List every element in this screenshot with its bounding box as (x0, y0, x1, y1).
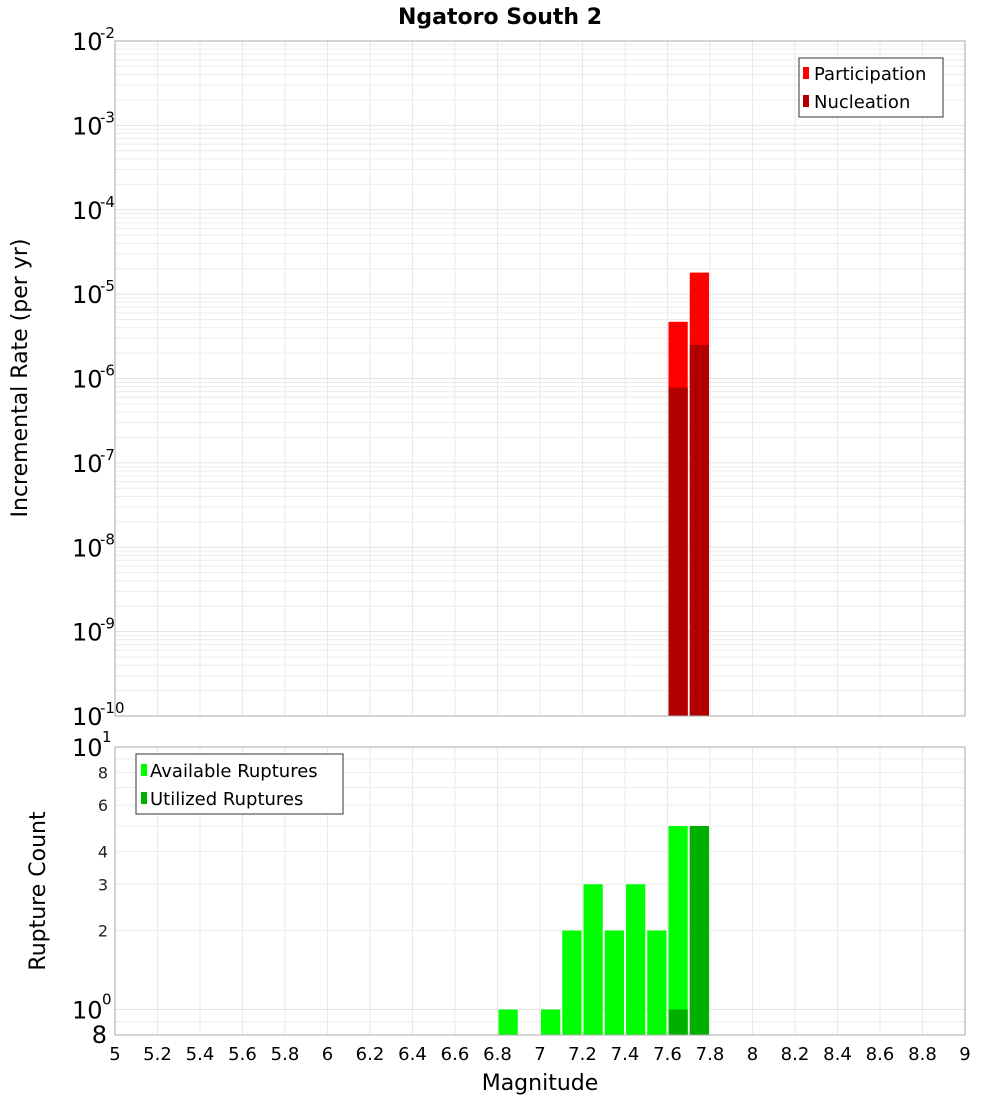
x-tick-label: 7.8 (696, 1044, 725, 1065)
bar (689, 344, 709, 716)
bar (668, 387, 688, 716)
nucleation-swatch-icon (803, 95, 809, 107)
y-tick-label: 10 (72, 619, 103, 647)
utilized-swatch-icon (141, 792, 147, 804)
count-plot-y-label: Rupture Count (26, 811, 51, 971)
y-tick-label: 10 (72, 366, 103, 394)
y-tick-exponent: -9 (100, 615, 115, 633)
x-tick-label: 5.8 (271, 1044, 300, 1065)
rate-plot-grid (115, 40, 966, 717)
rate-plot-y-ticks: 10-210-310-410-510-610-710-810-910-10 (72, 24, 125, 731)
bar (626, 884, 646, 1035)
y-tick-label: 6 (98, 796, 108, 815)
y-tick-exponent: -6 (100, 362, 115, 380)
bar (668, 1009, 688, 1035)
bar (562, 930, 582, 1035)
participation-swatch-icon (803, 67, 809, 79)
x-tick-label: 8.6 (866, 1044, 895, 1065)
x-tick-label: 6 (322, 1044, 333, 1065)
y-tick-exponent: -8 (100, 530, 115, 548)
x-tick-label: 5.6 (228, 1044, 257, 1065)
bar (668, 826, 688, 1035)
y-tick-label: 10 (72, 281, 103, 309)
bar (541, 1009, 561, 1035)
y-tick-label: 3 (98, 875, 108, 894)
y-tick-label: 10 (72, 734, 103, 762)
legend-utilized: Utilized Ruptures (150, 789, 303, 810)
bar (498, 1009, 518, 1035)
x-tick-label: 8.8 (908, 1044, 937, 1065)
bar (689, 826, 709, 1035)
y-tick-exponent: -7 (100, 446, 115, 464)
chart-title: Ngatoro South 2 (398, 5, 602, 30)
bar (604, 930, 624, 1035)
x-tick-label: 7.6 (653, 1044, 682, 1065)
y-tick-exponent: -5 (100, 277, 115, 295)
y-tick-label: 10 (72, 534, 103, 562)
y-tick-label: 4 (98, 842, 108, 861)
bar (647, 930, 667, 1035)
rate-plot-legend: Participation Nucleation (798, 57, 944, 118)
x-tick-label: 7.4 (611, 1044, 640, 1065)
x-tick-label: 6.8 (483, 1044, 512, 1065)
y-tick-exponent: -10 (100, 699, 125, 717)
x-tick-label: 5 (109, 1044, 120, 1065)
y-tick-exponent: -3 (100, 108, 115, 126)
bar (583, 884, 603, 1035)
y-tick-label: 10 (72, 703, 103, 731)
x-tick-label: 8.2 (781, 1044, 810, 1065)
rate-plot-bars (668, 272, 709, 716)
legend-available: Available Ruptures (150, 761, 318, 782)
y-tick-exponent: -4 (100, 193, 115, 211)
y-tick-label: 10 (72, 28, 103, 56)
count-plot-bars (498, 826, 709, 1035)
x-axis-ticks: 5 5.2 5.4 5.6 5.8 6 6.2 6.4 6.6 6.8 7 7.2 7.4 7.6 7.8 8… (109, 1044, 970, 1065)
x-tick-label: 8.4 (823, 1044, 852, 1065)
x-tick-label: 6.2 (356, 1044, 385, 1065)
rate-plot: 10-210-310-410-510-610-710-810-910-10 In… (8, 24, 966, 731)
x-tick-label: 5.2 (143, 1044, 172, 1065)
x-tick-label: 7 (534, 1044, 545, 1065)
rate-plot-frame (114, 40, 966, 717)
y-tick-label: 8 (92, 1021, 107, 1049)
x-tick-label: 6.4 (398, 1044, 427, 1065)
x-tick-label: 6.6 (441, 1044, 470, 1065)
legend-box (798, 57, 944, 118)
y-tick-exponent: -2 (100, 24, 115, 42)
count-plot-legend: Available Ruptures Utilized Ruptures (135, 753, 344, 815)
x-axis-label: Magnitude (482, 1071, 599, 1096)
x-tick-label: 8 (747, 1044, 758, 1065)
y-tick-label: 10 (72, 197, 103, 225)
legend-box (135, 753, 344, 815)
y-tick-label: 2 (98, 922, 108, 941)
x-tick-label: 9 (959, 1044, 970, 1065)
available-swatch-icon (141, 764, 147, 776)
legend-nucleation: Nucleation (814, 92, 910, 113)
legend-participation: Participation (814, 64, 926, 85)
count-plot-frame (114, 746, 966, 1036)
x-tick-label: 5.4 (186, 1044, 215, 1065)
y-tick-exponent: 0 (102, 991, 112, 1009)
y-tick-label: 8 (98, 763, 108, 782)
y-tick-exponent: 1 (102, 728, 112, 746)
y-tick-label: 10 (72, 450, 103, 478)
rate-plot-y-label: Incremental Rate (per yr) (8, 239, 33, 518)
x-tick-label: 7.2 (568, 1044, 597, 1065)
y-tick-label: 10 (72, 997, 103, 1025)
y-tick-label: 10 (72, 112, 103, 140)
